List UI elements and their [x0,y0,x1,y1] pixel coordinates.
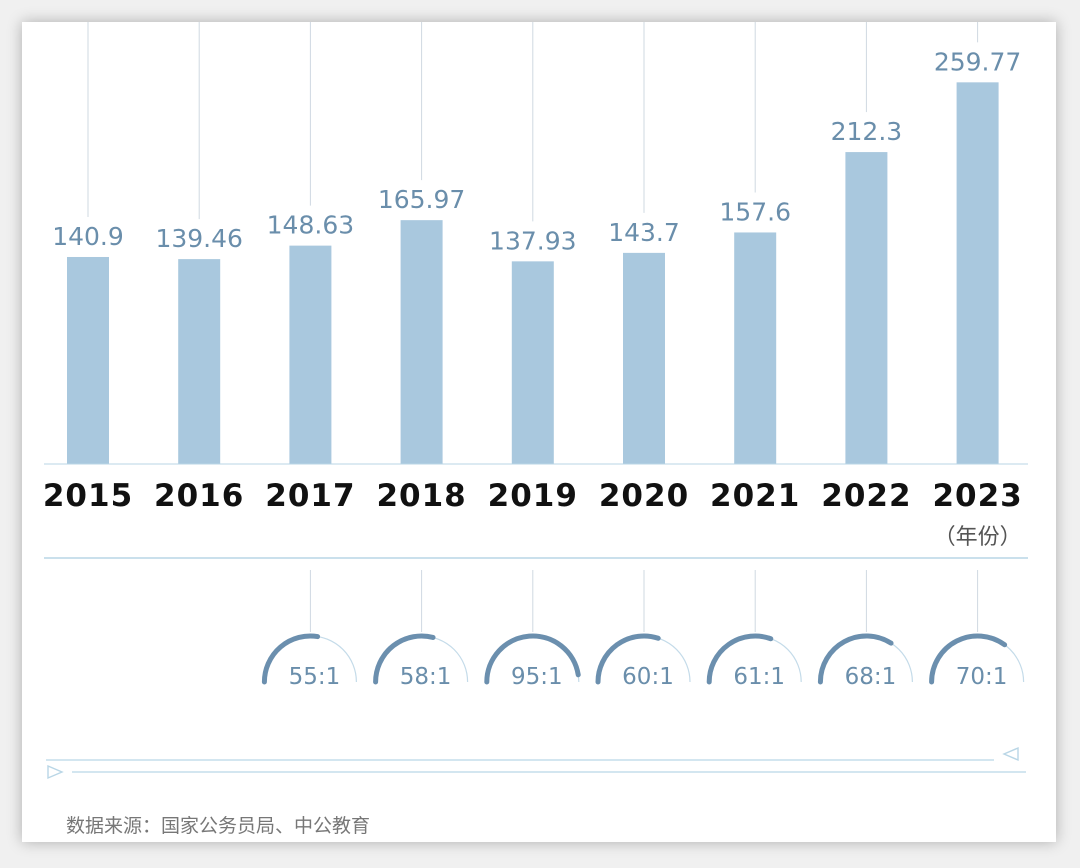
year-tick-label: 2019 [488,478,578,514]
rule-arrow-left [47,764,64,780]
gauge-ratio-label: 95:1 [511,664,563,690]
bar [623,252,665,464]
bar [511,261,554,464]
bar [400,220,443,464]
bar-value-label: 137.93 [489,226,576,255]
x-tick-labels: 2015 2016 2017 2018 2019 2020 2021 2022 2023 [43,478,1022,514]
gauge-arc [706,633,774,685]
bar [289,245,332,464]
bar-value-label: 139.46 [155,224,242,253]
gauge-arc [595,633,661,685]
source-note: 数据来源：国家公务员局、中公教育 [66,815,370,837]
bar [178,259,221,464]
bar-value-label: 148.63 [267,211,354,240]
rule-arrow-right [1002,746,1019,762]
bar-value-label: 259.77 [934,47,1021,76]
bar-value-label: 143.7 [608,218,680,247]
bar-value-label: 165.97 [378,185,465,214]
bar [956,82,999,464]
year-tick-label: 2021 [710,478,800,514]
chart-card: 140.9 139.46 148.63 165.97 137.93 143.7 157.6 2… [22,22,1056,842]
gauge-ratio-label: 70:1 [956,664,1008,690]
guide-lines [87,22,979,222]
gauge-ratio-label: 58:1 [400,664,452,690]
bar-series [67,82,999,464]
year-tick-label: 2023 [932,478,1022,514]
bar [845,152,888,464]
ratio-gauges: 55:1 58:1 95:1 60:1 61:1 68:1 70:1 [261,570,1025,690]
x-unit-label: （年份） [934,525,1022,550]
year-tick-label: 2022 [821,478,911,514]
year-tick-label: 2018 [376,478,466,514]
year-tick-label: 2020 [599,478,689,514]
bar-value-label: 212.3 [831,117,903,146]
gauge-arc [817,633,894,685]
bar-value-label: 157.6 [719,197,791,226]
gauge-arc [929,633,1008,685]
year-tick-label: 2017 [265,478,355,514]
year-tick-label: 2015 [43,478,133,514]
bar-value-labels: 140.9 139.46 148.63 165.97 137.93 143.7 157.6 2… [52,47,1021,255]
decorative-rule [46,746,1026,780]
gauge-arc [373,633,436,685]
bar [734,232,777,464]
bar-value-label: 140.9 [52,222,124,251]
chart-canvas: 140.9 139.46 148.63 165.97 137.93 143.7 157.6 2… [43,22,1028,837]
bar [67,256,109,464]
gauge-ratio-label: 68:1 [845,664,897,690]
year-tick-label: 2016 [154,478,244,514]
gauge-arc [484,633,581,685]
gauge-ratio-label: 61:1 [733,664,785,690]
gauge-ratio-label: 55:1 [289,664,341,690]
gauge-arc [261,633,321,685]
gauge-ratio-label: 60:1 [622,664,674,690]
